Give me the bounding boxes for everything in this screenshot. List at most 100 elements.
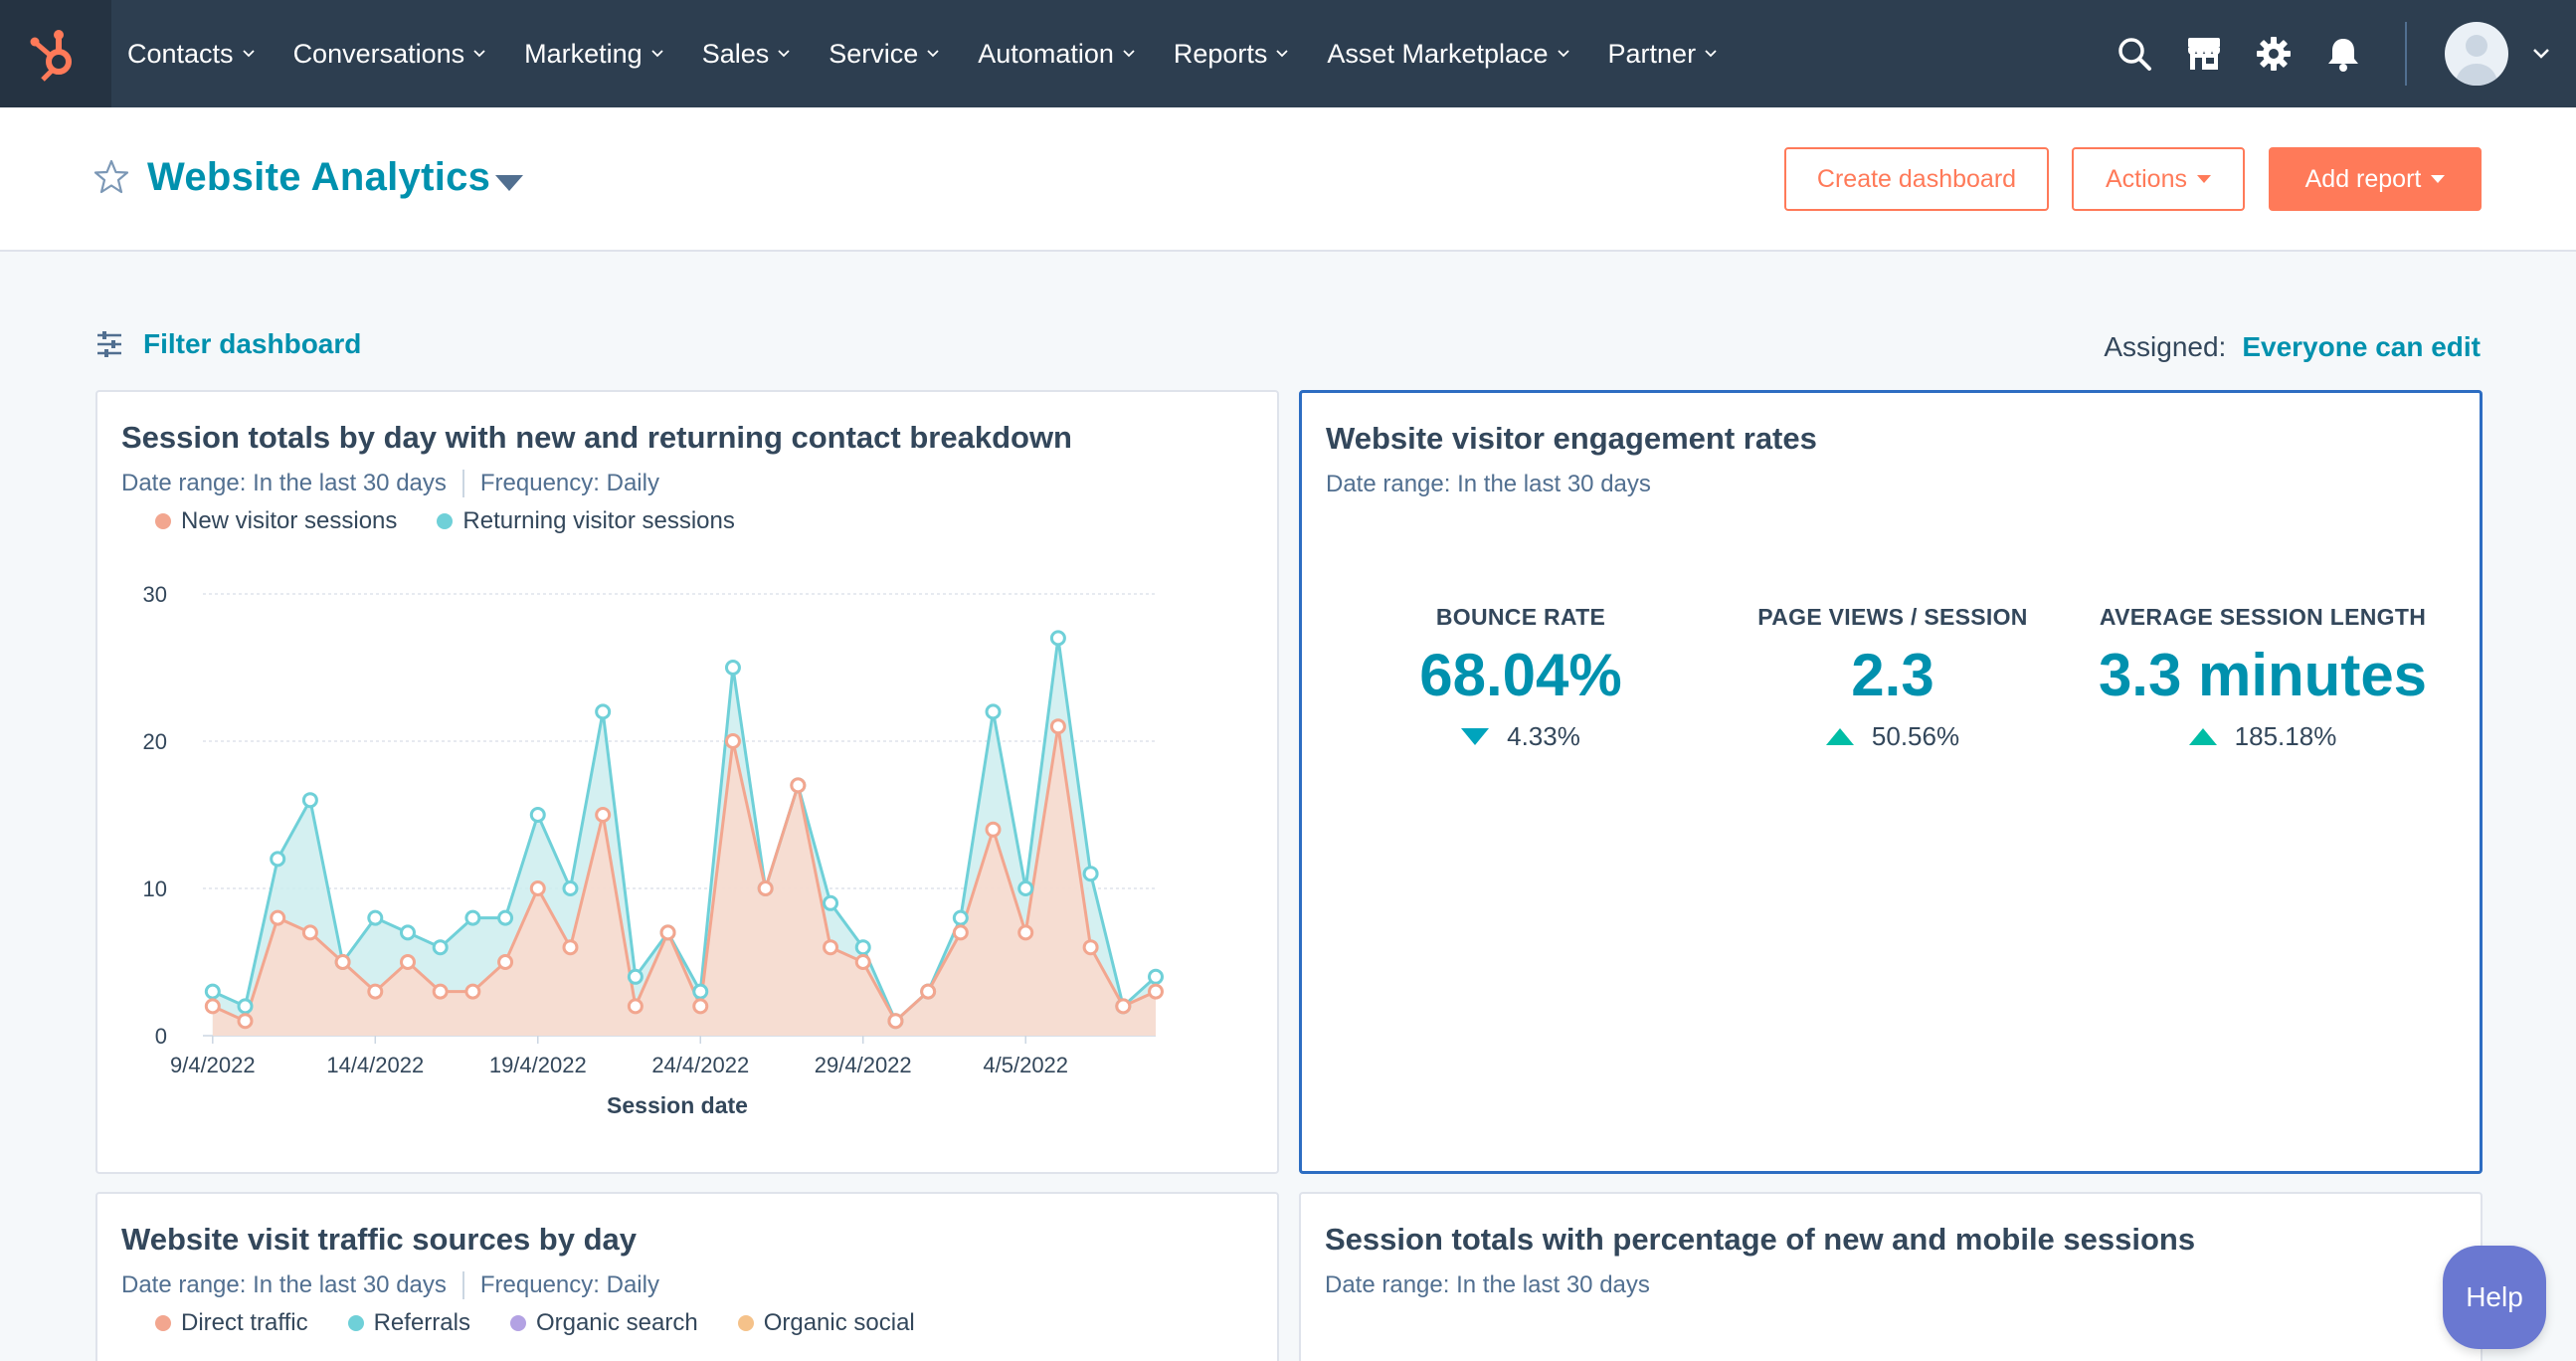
data-point-new[interactable] <box>204 998 221 1015</box>
filter-dashboard-button[interactable]: Filter dashboard <box>95 328 361 360</box>
data-point-new[interactable] <box>757 880 774 896</box>
actions-button[interactable]: Actions <box>2072 147 2245 211</box>
gear-icon[interactable] <box>2254 34 2294 74</box>
legend-item-direct-traffic[interactable]: Direct traffic <box>155 1309 308 1337</box>
nav-item-conversations[interactable]: Conversations <box>293 39 487 70</box>
chevron-down-icon[interactable] <box>2532 48 2550 60</box>
data-point-returning[interactable] <box>270 851 286 868</box>
data-point-returning[interactable] <box>529 807 546 823</box>
data-point-new[interactable] <box>985 821 1002 838</box>
data-point-returning[interactable] <box>237 998 254 1015</box>
assigned-info: Assigned: Everyone can edit <box>2104 331 2481 363</box>
legend-item-organic-search[interactable]: Organic search <box>509 1309 698 1337</box>
search-icon[interactable] <box>2115 34 2154 74</box>
assigned-value-link[interactable]: Everyone can edit <box>2242 331 2481 362</box>
data-point-returning[interactable] <box>1049 630 1066 647</box>
data-point-new[interactable] <box>529 880 546 896</box>
data-point-returning[interactable] <box>724 660 741 676</box>
nav-item-automation[interactable]: Automation <box>978 39 1136 70</box>
data-point-new[interactable] <box>334 954 351 970</box>
mobile-sessions-card[interactable]: Session totals with percentage of new an… <box>1299 1192 2483 1361</box>
nav-item-sales[interactable]: Sales <box>702 39 792 70</box>
data-point-new[interactable] <box>887 1013 904 1030</box>
data-point-new[interactable] <box>823 939 839 956</box>
legend-dot <box>737 1315 754 1331</box>
add-report-button[interactable]: Add report <box>2269 147 2482 211</box>
data-point-new[interactable] <box>659 924 676 941</box>
data-point-returning[interactable] <box>823 894 839 911</box>
data-point-new[interactable] <box>952 924 969 941</box>
legend-item-referrals[interactable]: Referrals <box>347 1309 470 1337</box>
nav-item-marketing[interactable]: Marketing <box>524 39 664 70</box>
data-point-new[interactable] <box>854 954 871 970</box>
data-point-returning[interactable] <box>1082 866 1099 882</box>
data-point-returning[interactable] <box>1017 880 1034 896</box>
data-point-returning[interactable] <box>985 703 1002 720</box>
dashboard-title[interactable]: Website Analytics <box>147 155 491 199</box>
create-dashboard-button[interactable]: Create dashboard <box>1784 147 2049 211</box>
data-point-returning[interactable] <box>952 909 969 926</box>
data-point-new[interactable] <box>497 954 514 970</box>
card-title[interactable]: Website visit traffic sources by day <box>121 1222 638 1257</box>
data-point-returning[interactable] <box>367 909 384 926</box>
data-point-new[interactable] <box>1049 718 1066 735</box>
traffic-sources-card[interactable]: Website visit traffic sources by day Dat… <box>95 1192 1279 1361</box>
hubspot-logo[interactable] <box>0 0 111 107</box>
data-point-new[interactable] <box>724 733 741 749</box>
nav-item-label: Service <box>828 38 919 69</box>
nav-item-asset-marketplace[interactable]: Asset Marketplace <box>1327 39 1569 70</box>
caret-down-icon[interactable] <box>493 173 525 193</box>
data-point-new[interactable] <box>270 909 286 926</box>
data-point-new[interactable] <box>627 998 644 1015</box>
data-point-returning[interactable] <box>692 983 709 1000</box>
data-point-returning[interactable] <box>627 968 644 985</box>
data-point-new[interactable] <box>692 998 709 1015</box>
data-point-returning[interactable] <box>301 792 318 809</box>
data-point-new[interactable] <box>1115 998 1132 1015</box>
nav-item-partner[interactable]: Partner <box>1608 39 1719 70</box>
legend-item-returning[interactable]: Returning visitor sessions <box>437 507 735 535</box>
card-title[interactable]: Session totals by day with new and retur… <box>121 420 1072 455</box>
data-point-returning[interactable] <box>562 880 579 896</box>
data-point-new[interactable] <box>301 924 318 941</box>
engagement-card[interactable]: Website visitor engagement rates Date ra… <box>1299 390 2483 1174</box>
nav-item-contacts[interactable]: Contacts <box>127 39 256 70</box>
nav-item-label: Automation <box>978 38 1114 69</box>
data-point-new[interactable] <box>1148 983 1164 1000</box>
data-point-returning[interactable] <box>399 924 416 941</box>
legend-item-new[interactable]: New visitor sessions <box>155 507 397 535</box>
data-point-new[interactable] <box>920 983 937 1000</box>
data-point-new[interactable] <box>790 777 807 794</box>
chevron-down-icon <box>1557 50 1569 58</box>
session-totals-card[interactable]: Session totals by day with new and retur… <box>95 390 1279 1174</box>
legend-item-organic-social[interactable]: Organic social <box>737 1309 915 1337</box>
data-point-returning[interactable] <box>464 909 481 926</box>
legend-dot <box>509 1315 526 1331</box>
card-title[interactable]: Website visitor engagement rates <box>1326 421 1817 456</box>
marketplace-icon[interactable] <box>2184 34 2224 74</box>
data-point-returning[interactable] <box>1148 968 1164 985</box>
data-point-new[interactable] <box>1017 924 1034 941</box>
data-point-new[interactable] <box>432 983 449 1000</box>
data-point-new[interactable] <box>562 939 579 956</box>
star-icon[interactable] <box>93 159 129 195</box>
data-point-new[interactable] <box>595 807 612 823</box>
data-point-new[interactable] <box>367 983 384 1000</box>
nav-item-reports[interactable]: Reports <box>1174 39 1290 70</box>
data-point-new[interactable] <box>237 1013 254 1030</box>
data-point-returning[interactable] <box>854 939 871 956</box>
card-title[interactable]: Session totals with percentage of new an… <box>1325 1222 2196 1257</box>
kpi-change: 4.33% <box>1322 721 1720 752</box>
help-button[interactable]: Help <box>2443 1246 2546 1349</box>
kpi-average-session-length: AVERAGE SESSION LENGTH 3.3 minutes 185.18% <box>2064 604 2462 752</box>
data-point-returning[interactable] <box>595 703 612 720</box>
data-point-returning[interactable] <box>432 939 449 956</box>
data-point-new[interactable] <box>1082 939 1099 956</box>
nav-item-service[interactable]: Service <box>828 39 940 70</box>
data-point-returning[interactable] <box>497 909 514 926</box>
data-point-new[interactable] <box>399 954 416 970</box>
bell-icon[interactable] <box>2323 34 2363 74</box>
user-avatar[interactable] <box>2445 22 2508 86</box>
data-point-new[interactable] <box>464 983 481 1000</box>
data-point-returning[interactable] <box>204 983 221 1000</box>
